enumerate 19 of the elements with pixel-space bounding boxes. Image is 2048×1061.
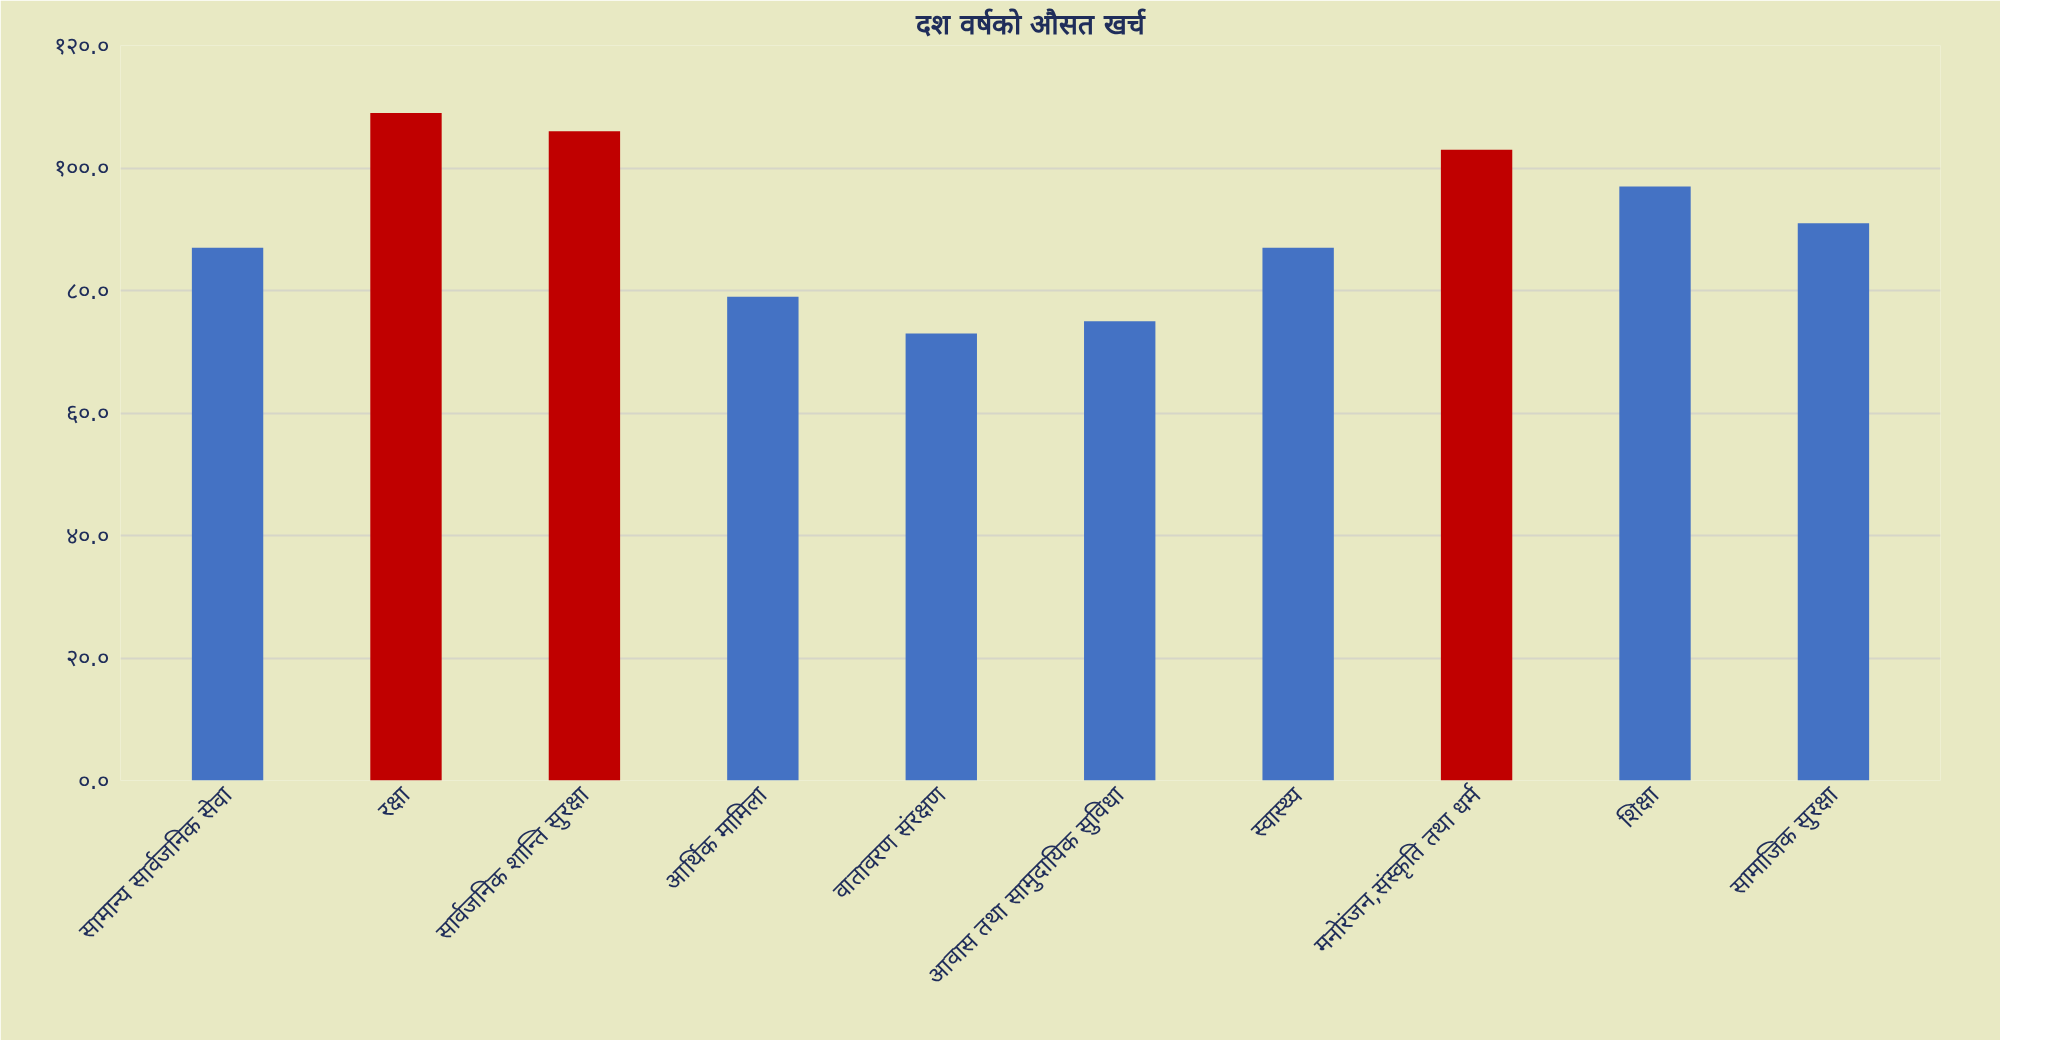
bar: [1797, 223, 1870, 781]
y-tick-label: ०.०: [77, 766, 110, 795]
bar: [905, 333, 977, 781]
y-tick-label: १००.०: [53, 154, 110, 182]
y-tick-label: १२०.०: [53, 31, 110, 60]
bar: [1262, 247, 1334, 781]
bar: [1619, 186, 1691, 781]
bar: [548, 131, 621, 781]
bar: [1440, 149, 1513, 781]
y-tick-label: २०.०: [65, 644, 110, 672]
bar: [370, 112, 442, 781]
y-tick-label: ४०.०: [65, 521, 110, 550]
bar: [727, 296, 799, 781]
x-tick-label: रक्षा: [372, 780, 417, 825]
chart-title: दश वर्षको औसत खर्च: [914, 7, 1147, 41]
y-tick-label: ६०.०: [65, 399, 110, 427]
y-tick-label: ८०.०: [65, 276, 110, 305]
bar: [1084, 321, 1156, 781]
bar: [191, 247, 264, 781]
